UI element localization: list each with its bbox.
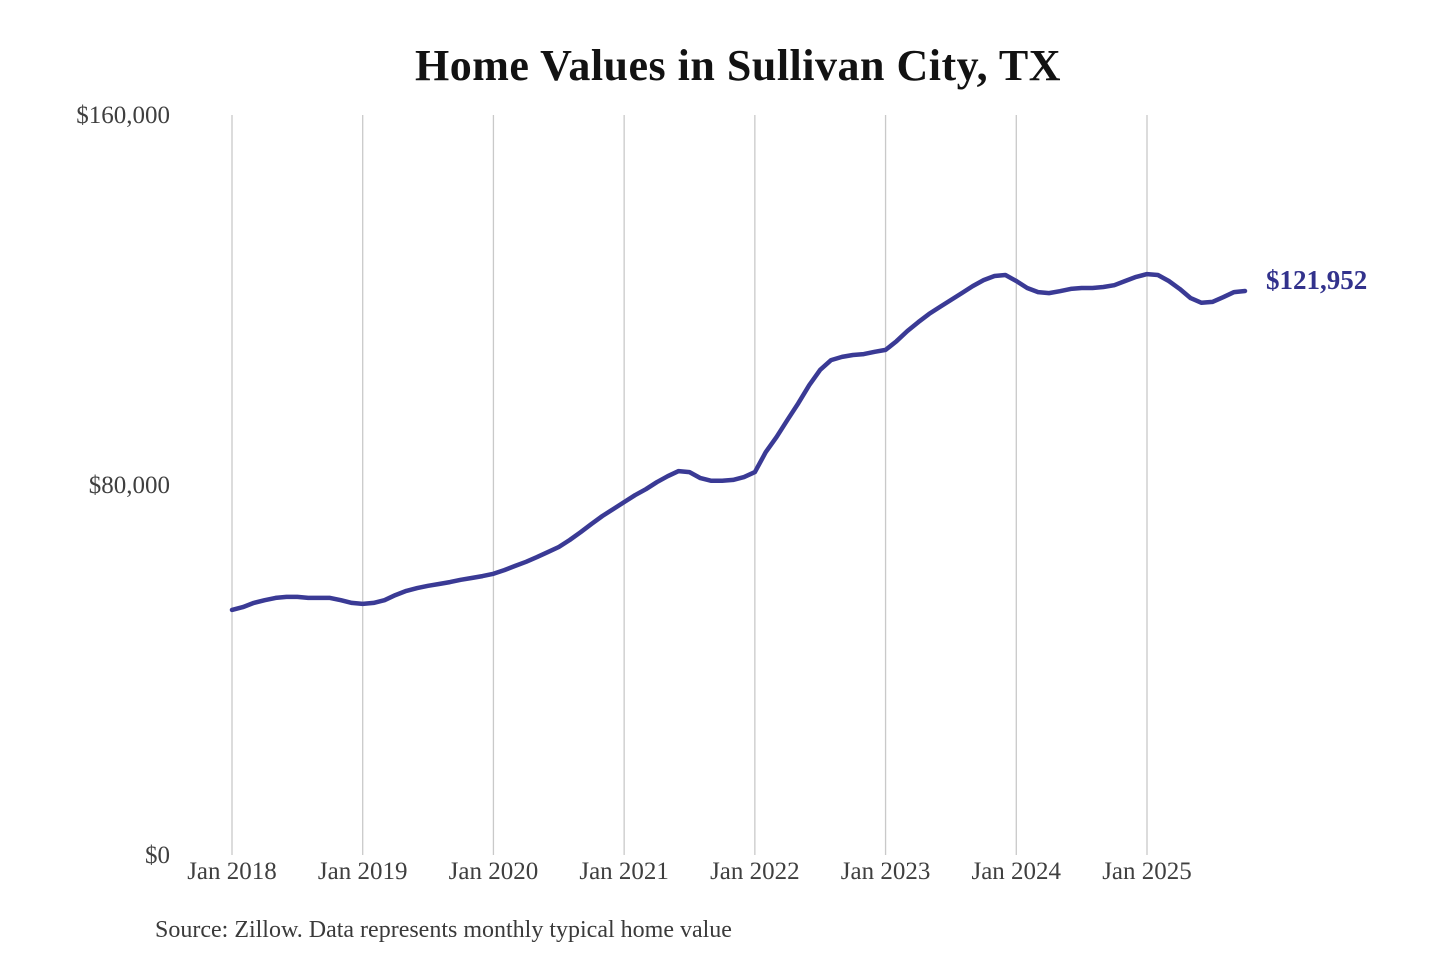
y-tick-label: $0 xyxy=(145,842,170,869)
x-tick-label: Jan 2020 xyxy=(449,858,539,885)
x-tick-label: Jan 2019 xyxy=(318,858,408,885)
latest-value-label: $121,952 xyxy=(1266,265,1368,295)
y-tick-label: $80,000 xyxy=(89,472,170,499)
x-tick-label: Jan 2022 xyxy=(710,858,800,885)
home-value-line xyxy=(229,271,1248,613)
x-tick-label: Jan 2018 xyxy=(187,858,277,885)
x-tick-label: Jan 2024 xyxy=(971,858,1061,885)
y-tick-label: $160,000 xyxy=(76,102,170,129)
x-tick-label: Jan 2023 xyxy=(841,858,931,885)
x-tick-label: Jan 2021 xyxy=(579,858,669,885)
x-tick-label: Jan 2025 xyxy=(1102,858,1192,885)
chart-title: Home Values in Sullivan City, TX xyxy=(414,41,1062,90)
source-note: Source: Zillow. Data represents monthly … xyxy=(155,917,732,943)
